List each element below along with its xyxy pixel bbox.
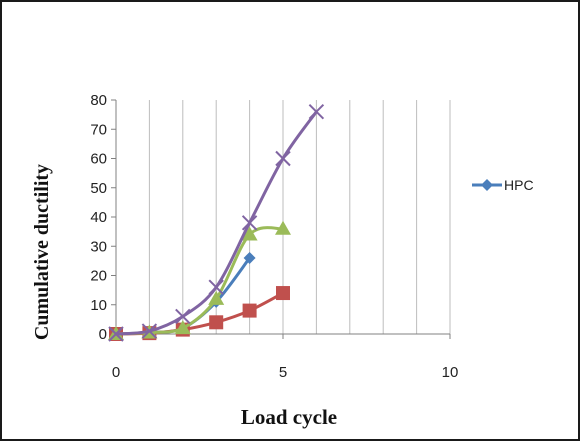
series-line (115, 291, 284, 336)
x-tick-label: 0 (112, 364, 120, 381)
series-line (115, 226, 284, 336)
data-point (208, 279, 224, 295)
series-4 (108, 103, 325, 342)
data-point (308, 103, 325, 120)
data-point (275, 150, 291, 167)
data-point (241, 215, 258, 231)
x-axis-title: Load cycle (241, 405, 337, 429)
y-tick-label: 70 (90, 121, 107, 138)
y-tick-label: 20 (90, 268, 107, 285)
data-point (276, 286, 290, 301)
data-point (174, 320, 191, 335)
legend: HPC (472, 177, 534, 193)
series-3 (108, 220, 291, 340)
gridlines (148, 100, 451, 334)
data-point (243, 251, 256, 264)
y-tick-label: 50 (90, 180, 107, 197)
y-tick-label: 0 (99, 326, 107, 343)
x-tick-label: 5 (279, 364, 287, 381)
data-point (241, 226, 258, 241)
y-tick-label: 40 (90, 209, 107, 226)
data-point (209, 315, 224, 330)
series-group (108, 103, 325, 342)
data-point (208, 290, 225, 305)
y-tick-label: 10 (90, 297, 107, 314)
data-point (242, 303, 257, 318)
data-point (141, 323, 158, 339)
data-point (175, 308, 191, 325)
y-tick-label: 80 (90, 92, 107, 109)
tick-labels: 0 10 20 30 40 50 60 70 80 0 5 10 (90, 92, 458, 381)
y-tick-label: 60 (90, 151, 107, 168)
axes (111, 99, 451, 339)
x-tick-label: 10 (442, 364, 459, 381)
data-point (275, 220, 291, 235)
legend-swatch-marker (481, 179, 493, 191)
data-point (108, 326, 124, 342)
y-axis-title: Cumulative ductility (31, 164, 53, 340)
y-tick-label: 30 (90, 238, 107, 255)
legend-label: HPC (504, 177, 534, 193)
